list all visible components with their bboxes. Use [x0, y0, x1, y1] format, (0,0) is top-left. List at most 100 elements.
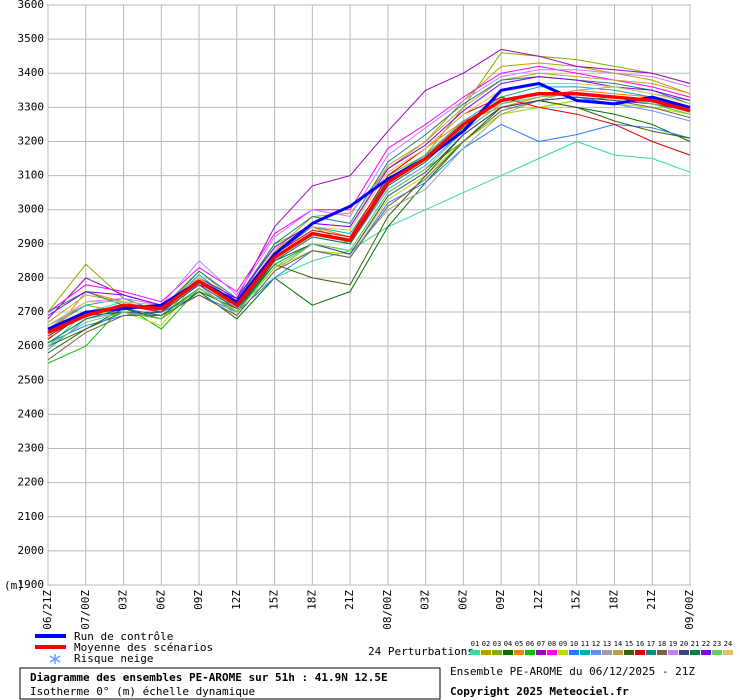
perturbation-number: 17 [647, 640, 655, 648]
y-tick-label: 3300 [18, 100, 45, 113]
copyright: Copyright 2025 Meteociel.fr [450, 685, 629, 698]
perturbation-swatch [690, 650, 700, 655]
perturbation-number: 10 [570, 640, 578, 648]
perturbation-swatch [470, 650, 480, 655]
info-box [19, 667, 441, 700]
info-subtitle: Isotherme 0° (m) échelle dynamique [30, 685, 255, 698]
perturbation-swatch [624, 650, 634, 655]
perturbation-swatch [503, 650, 513, 655]
perturbation-number: 13 [603, 640, 611, 648]
snow-label: Risque neige [74, 652, 153, 665]
series-line [47, 69, 691, 330]
perturbation-swatch [712, 650, 722, 655]
series-line [47, 65, 691, 313]
perturbation-number: 07 [537, 640, 545, 648]
perturbation-swatch [591, 650, 601, 655]
series-line [47, 82, 691, 331]
series-line [47, 93, 691, 350]
x-tick-label: 03Z [419, 590, 432, 610]
series-line [47, 91, 691, 335]
perturbation-swatch [481, 650, 491, 655]
perturbation-number: 02 [482, 640, 490, 648]
y-tick-label: 1900 [18, 578, 45, 591]
x-tick-label: 21Z [645, 590, 658, 610]
legend-label: Run de contrôle [74, 630, 173, 643]
perturbation-number: 12 [592, 640, 600, 648]
perturbation-number: 04 [504, 640, 512, 648]
series-line [47, 96, 691, 340]
perturbation-number: 19 [669, 640, 677, 648]
series-line [47, 100, 691, 347]
series-line [47, 72, 691, 323]
perturbation-number: 14 [614, 640, 622, 648]
y-tick-label: 3000 [18, 203, 45, 216]
y-tick-label: 2300 [18, 442, 45, 455]
perturbation-number: 05 [515, 640, 523, 648]
perturbations-label: 24 Perturbations [368, 645, 474, 658]
perturbation-swatch [613, 650, 623, 655]
perturbation-swatch [668, 650, 678, 655]
run-info: Ensemble PE-AROME du 06/12/2025 - 21Z [450, 665, 695, 678]
x-tick-label: 07/00Z [79, 590, 92, 630]
x-tick-label: 06Z [456, 590, 469, 610]
perturbation-number: 23 [713, 640, 721, 648]
perturbation-number: 09 [559, 640, 567, 648]
y-tick-label: 2500 [18, 373, 45, 386]
x-tick-label: 09Z [192, 590, 205, 610]
y-tick-label: 3400 [18, 66, 45, 79]
x-tick-label: 18Z [607, 590, 620, 610]
perturbation-number: 11 [581, 640, 589, 648]
perturbation-number: 06 [526, 640, 534, 648]
y-tick-label: 2900 [18, 237, 45, 250]
x-tick-label: 18Z [305, 590, 318, 610]
y-tick-label: 3500 [18, 32, 45, 45]
series-line [47, 123, 691, 344]
y-tick-label: 2200 [18, 476, 45, 489]
x-tick-label: 12Z [230, 590, 243, 610]
perturbation-swatch [514, 650, 524, 655]
x-tick-label: 08/00Z [381, 590, 394, 630]
y-tick-label: 3100 [18, 169, 45, 182]
perturbation-swatch [580, 650, 590, 655]
perturbation-number: 03 [493, 640, 501, 648]
x-tick-label: 09/00Z [683, 590, 696, 630]
perturbation-number: 21 [691, 640, 699, 648]
x-tick-label: 21Z [343, 590, 356, 610]
y-tick-label: 2800 [18, 271, 45, 284]
y-tick-label: 2700 [18, 305, 45, 318]
perturbation-swatch [492, 650, 502, 655]
perturbation-swatch [679, 650, 689, 655]
y-tick-label: 2100 [18, 510, 45, 523]
x-tick-label: 15Z [570, 590, 583, 610]
perturbation-swatch [646, 650, 656, 655]
perturbation-swatch [525, 650, 535, 655]
x-tick-label: 03Z [117, 590, 130, 610]
series-line [47, 76, 691, 316]
perturbation-number: 20 [680, 640, 688, 648]
perturbation-number: 15 [625, 640, 633, 648]
perturbation-number: 24 [724, 640, 732, 648]
x-tick-label: 06/21Z [41, 590, 54, 630]
legend-label: Moyenne des scénarios [74, 641, 213, 654]
y-tick-label: 2000 [18, 544, 45, 557]
y-tick-label: 3600 [18, 0, 45, 11]
info-title: Diagramme des ensembles PE-AROME sur 51h… [30, 671, 388, 684]
x-tick-label: 06Z [154, 590, 167, 610]
perturbation-swatch [547, 650, 557, 655]
perturbation-number: 08 [548, 640, 556, 648]
x-tick-label: 12Z [532, 590, 545, 610]
perturbation-number: 22 [702, 640, 710, 648]
perturbation-number: 18 [658, 640, 666, 648]
x-tick-label: 15Z [268, 590, 281, 610]
perturbation-swatch [723, 650, 733, 655]
snow-icon [49, 654, 61, 664]
perturbation-swatch [558, 650, 568, 655]
y-tick-label: 2600 [18, 339, 45, 352]
perturbation-number: 16 [636, 640, 644, 648]
x-tick-label: 09Z [494, 590, 507, 610]
perturbation-swatch [657, 650, 667, 655]
perturbation-swatch [701, 650, 711, 655]
perturbation-swatch [569, 650, 579, 655]
